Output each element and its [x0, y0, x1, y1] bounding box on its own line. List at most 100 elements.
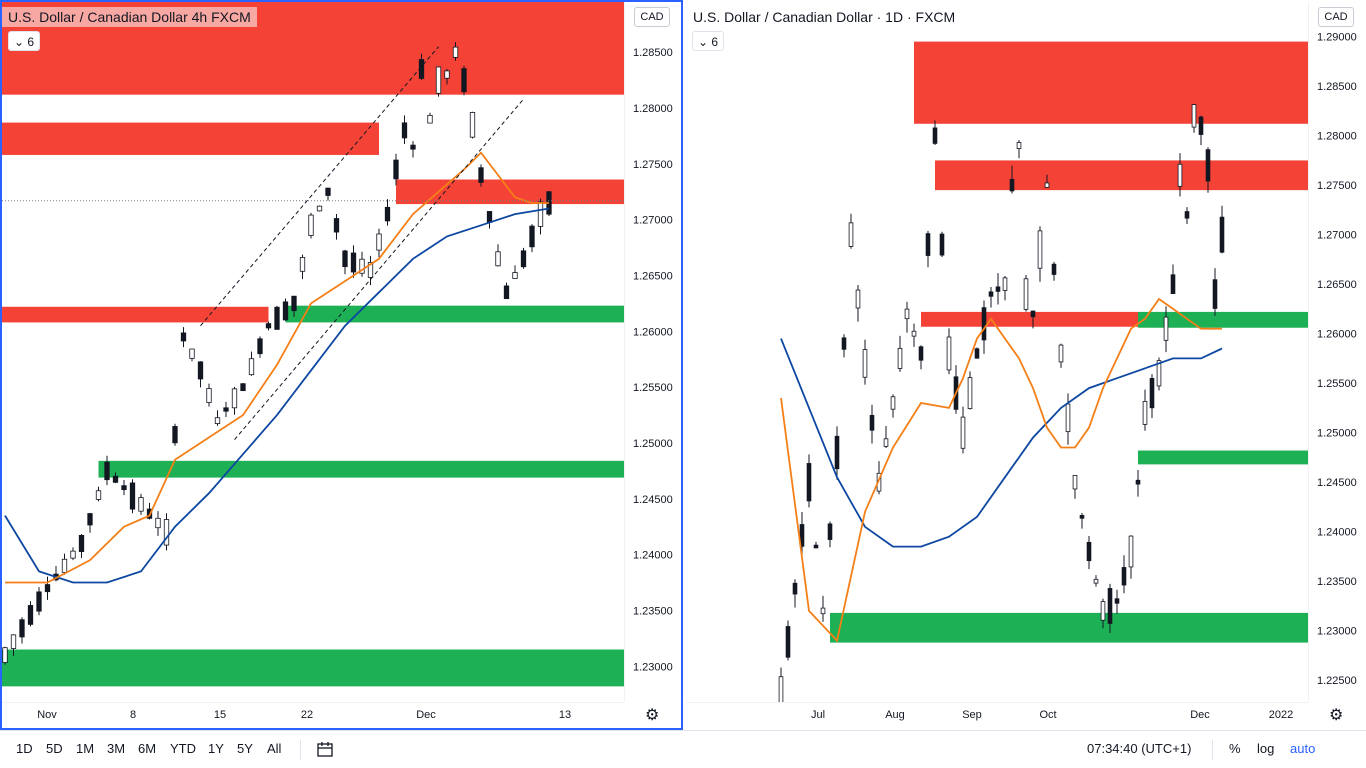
candle-body [1205, 149, 1211, 182]
candle-body [939, 233, 945, 256]
price-tick-label: 1.26000 [633, 326, 673, 338]
candle-body [282, 301, 289, 321]
candle-body [792, 582, 798, 595]
timeframe-3m-button[interactable]: 3M [107, 741, 126, 756]
right-settings-gear-icon[interactable]: ⚙ [1329, 707, 1344, 724]
time-tick-label: Jul [811, 709, 825, 721]
demand-zone-0[interactable] [285, 305, 625, 323]
candle-body [1023, 278, 1029, 310]
candle-body [401, 122, 408, 139]
timeframe-5d-button[interactable]: 5D [46, 741, 63, 756]
left-price-plot[interactable] [2, 2, 624, 702]
date-range-icon[interactable] [317, 742, 335, 758]
right-price-plot[interactable] [686, 2, 1308, 702]
channel-line-1[interactable] [234, 98, 524, 440]
right-time-axis[interactable]: Jul Aug Sep Oct Dec 2022 [686, 702, 1308, 728]
ema-slow-line[interactable] [780, 338, 1223, 548]
candle-body [223, 407, 229, 412]
timeframe-6m-button[interactable]: 6M [138, 741, 157, 756]
candle-body [1128, 535, 1134, 568]
candle-body [231, 388, 238, 409]
price-tick-label: 1.24000 [633, 550, 673, 562]
left-settings-gear-icon[interactable]: ⚙ [645, 707, 660, 724]
ema-slow-line[interactable] [4, 207, 550, 584]
price-tick-label: 1.28500 [1317, 81, 1357, 93]
candle-body [897, 347, 903, 369]
candle-body [820, 607, 826, 615]
candle-body [813, 544, 819, 549]
timeframe-5y-button[interactable]: 5Y [237, 741, 253, 756]
candle-body [1086, 541, 1092, 562]
supply-zone-1[interactable] [935, 160, 1308, 191]
timeframe-1m-button[interactable]: 1M [76, 741, 95, 756]
percent-scale-toggle[interactable]: % [1229, 741, 1241, 756]
timeframe-all-button[interactable]: All [267, 741, 282, 756]
price-tick-label: 1.23500 [633, 605, 673, 617]
candle-body [512, 272, 518, 279]
candle-body [862, 349, 868, 378]
candle-body [1198, 116, 1204, 135]
demand-zone-0[interactable] [830, 612, 1308, 643]
demand-zone-2[interactable] [2, 649, 624, 687]
auto-scale-toggle[interactable]: auto [1290, 741, 1316, 756]
candle-body [121, 485, 127, 491]
right-indicators-toggle[interactable]: ⌄ 6 [692, 31, 724, 51]
price-tick-label: 1.26500 [633, 271, 673, 283]
candle-body [189, 348, 195, 359]
right-indicator-count: 6 [711, 35, 719, 49]
demand-zone-1[interactable] [98, 460, 625, 478]
clock-timezone[interactable]: 07:34:40 (UTC+1) [1087, 741, 1192, 756]
candle-body [904, 308, 910, 320]
supply-zone-3[interactable] [2, 306, 269, 323]
bottom-toolbar: 1D 5D 1M 3M 6M YTD 1Y 5Y All 07:34:40 (U… [0, 730, 1366, 768]
right-price-axis[interactable]: 1.29000 1.28500 1.28000 1.27500 1.27000 1.265… [1308, 2, 1364, 702]
left-indicators-toggle[interactable]: ⌄ 6 [8, 31, 40, 51]
left-currency-selector[interactable]: CAD [634, 7, 670, 27]
ema-fast-line[interactable] [780, 297, 1222, 643]
log-scale-toggle[interactable]: log [1257, 741, 1275, 756]
candle-body [1156, 360, 1162, 387]
candle-body [1114, 598, 1120, 604]
candle-body [981, 307, 987, 341]
ema-fast-line[interactable] [5, 151, 549, 584]
toolbar-divider [300, 740, 301, 760]
left-time-axis[interactable]: Nov 8 15 22 Dec 13 [2, 702, 624, 728]
supply-zone-1[interactable] [2, 122, 379, 155]
candle-body [308, 214, 314, 236]
timeframe-1y-button[interactable]: 1Y [208, 741, 224, 756]
timeframe-1d-button[interactable]: 1D [16, 741, 33, 756]
candle-body [384, 206, 391, 222]
right-currency-selector[interactable]: CAD [1318, 7, 1354, 27]
candle-body [478, 167, 484, 183]
supply-zone-2[interactable] [921, 311, 1138, 327]
time-tick-label: Sep [962, 709, 982, 721]
candle-body [1142, 401, 1148, 425]
right-chart-pane[interactable]: U.S. Dollar / Canadian Dollar · 1D · FXC… [684, 0, 1366, 730]
price-tick-label: 1.25000 [633, 438, 673, 450]
candle-body [1212, 279, 1218, 309]
price-tick-label: 1.23500 [1317, 576, 1357, 588]
price-tick-label: 1.25500 [633, 382, 673, 394]
candle-body [537, 201, 544, 227]
candle-body [376, 233, 382, 251]
candle-body [299, 257, 306, 272]
candle-body [890, 396, 896, 410]
candle-body [214, 417, 221, 424]
candle-body [1135, 479, 1141, 485]
channel-line-0[interactable] [200, 46, 439, 327]
supply-zone-0[interactable] [914, 41, 1308, 124]
candle-body [883, 438, 889, 447]
demand-zone-2[interactable] [1138, 311, 1308, 328]
candle-body [112, 475, 119, 483]
candle-body [19, 619, 25, 638]
candle-body [129, 482, 136, 510]
candle-body [163, 519, 170, 546]
demand-zone-1[interactable] [1138, 450, 1308, 465]
candle-body [461, 68, 467, 93]
time-tick-label: 13 [559, 709, 571, 721]
timeframe-ytd-button[interactable]: YTD [170, 741, 196, 756]
left-price-axis[interactable]: 1.28500 1.28000 1.27500 1.27000 1.26500 1.260… [624, 2, 680, 702]
left-chart-pane[interactable]: U.S. Dollar / Canadian Dollar 4h FXCM ⌄ … [0, 0, 683, 730]
candle-body [435, 66, 442, 94]
price-tick-label: 1.29000 [1317, 32, 1357, 44]
